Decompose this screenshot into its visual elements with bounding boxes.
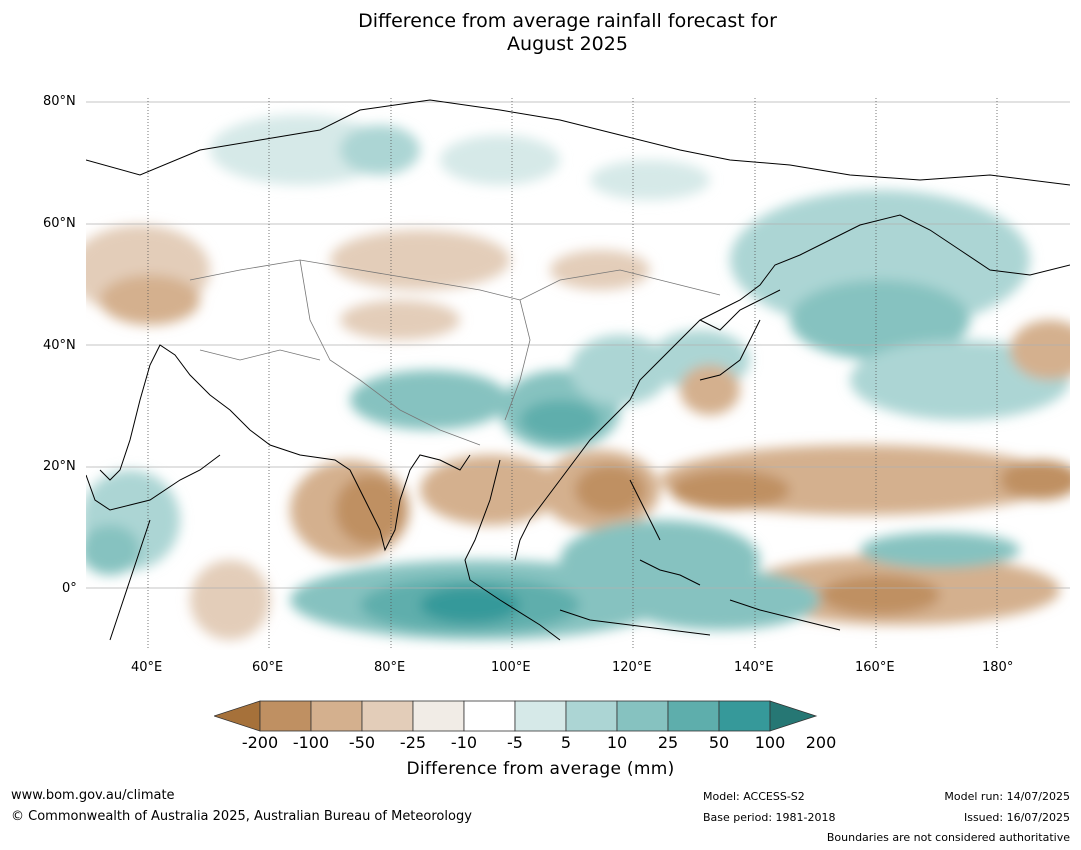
colorbar-extend-low xyxy=(214,700,261,732)
colorbar-tick-label: -25 xyxy=(399,733,427,752)
colorbar-tick-label: 10 xyxy=(606,733,628,752)
colorbar xyxy=(214,700,818,732)
colorbar-segment xyxy=(718,700,771,732)
lon-label-60e: 60°E xyxy=(252,660,284,675)
colorbar-tick-label: 25 xyxy=(657,733,679,752)
title-line-2: August 2025 xyxy=(507,33,628,55)
colorbar-tick-label: -200 xyxy=(241,733,279,752)
model-run-text: Model run: 14/07/2025 xyxy=(944,790,1070,803)
lat-label-80n: 80°N xyxy=(43,94,76,109)
colorbar-segment xyxy=(259,700,312,732)
colorbar-segment xyxy=(361,700,414,732)
colorbar-segment xyxy=(616,700,669,732)
colorbar-tick-label: -100 xyxy=(292,733,330,752)
colorbar-tick-label: -5 xyxy=(507,733,523,752)
coastlines xyxy=(86,99,1070,641)
lat-label-40n: 40°N xyxy=(43,338,76,353)
lon-label-40e: 40°E xyxy=(131,660,163,675)
map-title: Difference from average rainfall forecas… xyxy=(0,10,1081,56)
colorbar-tick-label: 50 xyxy=(708,733,730,752)
website-text: www.bom.gov.au/climate xyxy=(11,788,175,803)
colorbar-tick-label: 5 xyxy=(560,733,572,752)
lat-label-20n: 20°N xyxy=(43,459,76,474)
country-borders xyxy=(189,259,721,446)
lon-label-100e: 100°E xyxy=(491,660,531,675)
colorbar-tick-label: 100 xyxy=(754,733,786,752)
model-text: Model: ACCESS-S2 xyxy=(703,790,805,803)
lon-label-120e: 120°E xyxy=(612,660,652,675)
meridians xyxy=(147,98,998,650)
title-line-1: Difference from average rainfall forecas… xyxy=(358,10,777,32)
issued-text: Issued: 16/07/2025 xyxy=(963,811,1070,824)
lon-label-180: 180° xyxy=(982,660,1014,675)
colorbar-segment xyxy=(412,700,465,732)
base-period-text: Base period: 1981-2018 xyxy=(703,811,836,824)
lon-label-140e: 140°E xyxy=(734,660,774,675)
colorbar-tick-label: -50 xyxy=(348,733,376,752)
colorbar-segment xyxy=(565,700,618,732)
colorbar-extend-high xyxy=(769,700,818,732)
colorbar-tick-label: 200 xyxy=(805,733,837,752)
colorbar-tick-label: -10 xyxy=(450,733,478,752)
disclaimer-text: Boundaries are not considered authoritat… xyxy=(826,831,1070,844)
lat-label-equator: 0° xyxy=(62,581,77,596)
lon-label-160e: 160°E xyxy=(855,660,895,675)
colorbar-segment xyxy=(463,700,516,732)
colorbar-segment xyxy=(310,700,363,732)
colorbar-segment xyxy=(514,700,567,732)
lon-label-80e: 80°E xyxy=(374,660,406,675)
anomaly-shading xyxy=(86,115,1070,640)
colorbar-segment xyxy=(667,700,720,732)
lat-label-60n: 60°N xyxy=(43,216,76,231)
rainfall-anomaly-map xyxy=(86,98,1070,650)
copyright-text: © Commonwealth of Australia 2025, Austra… xyxy=(11,809,472,824)
graticule xyxy=(86,101,1070,589)
colorbar-title: Difference from average (mm) xyxy=(406,759,675,779)
